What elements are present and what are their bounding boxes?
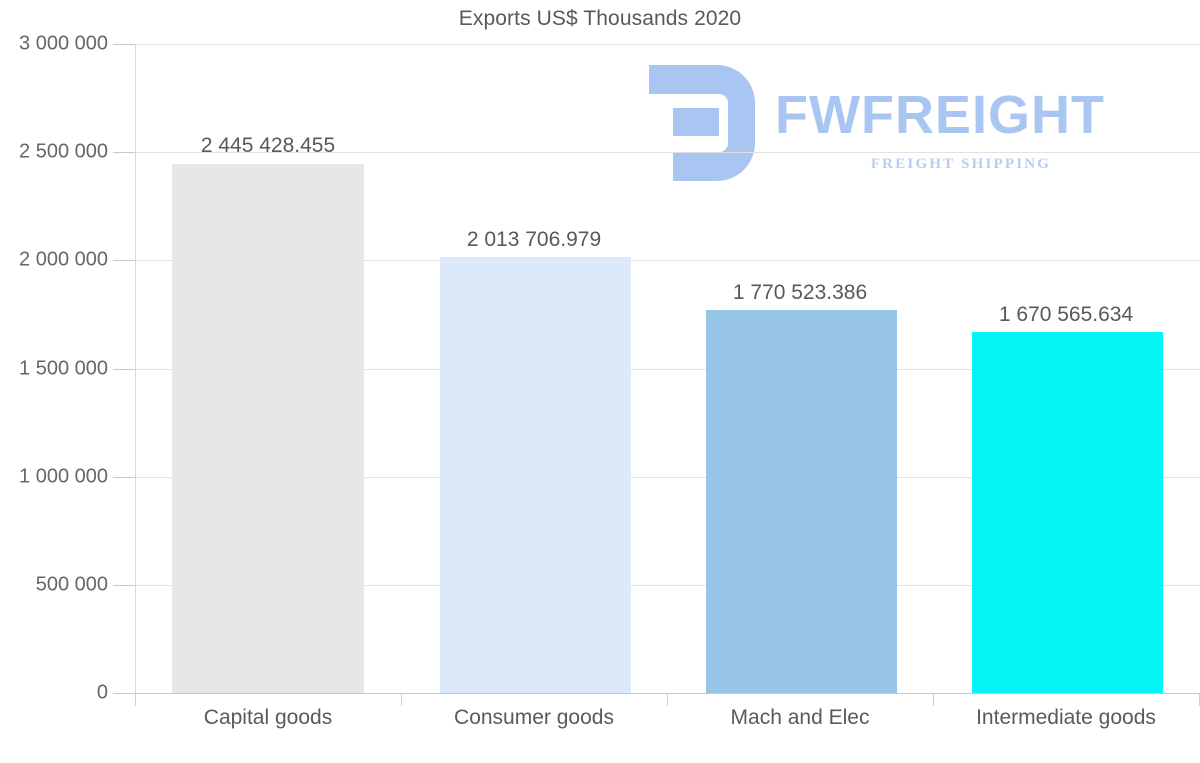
x-tick-mark bbox=[933, 694, 934, 706]
x-axis-line bbox=[113, 693, 1200, 694]
bar-capital-goods[interactable] bbox=[172, 163, 364, 693]
y-tick-mark bbox=[113, 585, 135, 586]
chart-title: Exports US$ Thousands 2020 bbox=[458, 7, 742, 30]
x-axis-label-mach-and-elec: Mach and Elec bbox=[730, 706, 870, 729]
bar-value-label-mach-and-elec: 1 770 523.386 bbox=[732, 281, 868, 304]
bar-intermediate-goods[interactable] bbox=[972, 331, 1163, 693]
bar-value-label-consumer-goods: 2 013 706.979 bbox=[466, 228, 602, 251]
bar-consumer-goods[interactable] bbox=[440, 257, 631, 693]
y-axis-label-2000000: 2 000 000 bbox=[19, 248, 108, 271]
gridline-500000 bbox=[135, 585, 1200, 586]
y-axis-label-500000: 500 000 bbox=[35, 573, 108, 596]
y-axis-label-1500000: 1 500 000 bbox=[19, 357, 108, 380]
y-tick-mark bbox=[113, 152, 135, 153]
gridline-1500000 bbox=[135, 369, 1200, 370]
bar-value-label-capital-goods: 2 445 428.455 bbox=[200, 134, 336, 157]
y-axis-line bbox=[135, 44, 136, 694]
gridline-1000000 bbox=[135, 477, 1200, 478]
bar-value-label-intermediate-goods: 1 670 565.634 bbox=[998, 303, 1134, 326]
plot-area bbox=[135, 44, 1200, 693]
y-tick-mark bbox=[113, 44, 135, 45]
y-axis-label-2500000: 2 500 000 bbox=[19, 140, 108, 163]
x-tick-mark bbox=[401, 694, 402, 706]
y-axis-label-1000000: 1 000 000 bbox=[19, 465, 108, 488]
gridline-2000000 bbox=[135, 260, 1200, 261]
x-axis-label-capital-goods: Capital goods bbox=[203, 706, 333, 729]
x-tick-mark bbox=[667, 694, 668, 706]
y-tick-mark bbox=[113, 477, 135, 478]
gridline-2500000 bbox=[135, 152, 1200, 153]
y-tick-mark bbox=[113, 260, 135, 261]
x-axis-label-intermediate-goods: Intermediate goods bbox=[976, 706, 1156, 729]
y-axis-label-3000000: 3 000 000 bbox=[19, 32, 108, 55]
bar-mach-and-elec[interactable] bbox=[706, 309, 897, 693]
x-axis-label-consumer-goods: Consumer goods bbox=[454, 706, 614, 729]
y-tick-mark bbox=[113, 693, 135, 694]
x-tick-mark bbox=[135, 694, 136, 706]
y-axis-label-0: 0 bbox=[96, 681, 108, 704]
y-tick-mark bbox=[113, 369, 135, 370]
gridline-3000000 bbox=[135, 44, 1200, 45]
